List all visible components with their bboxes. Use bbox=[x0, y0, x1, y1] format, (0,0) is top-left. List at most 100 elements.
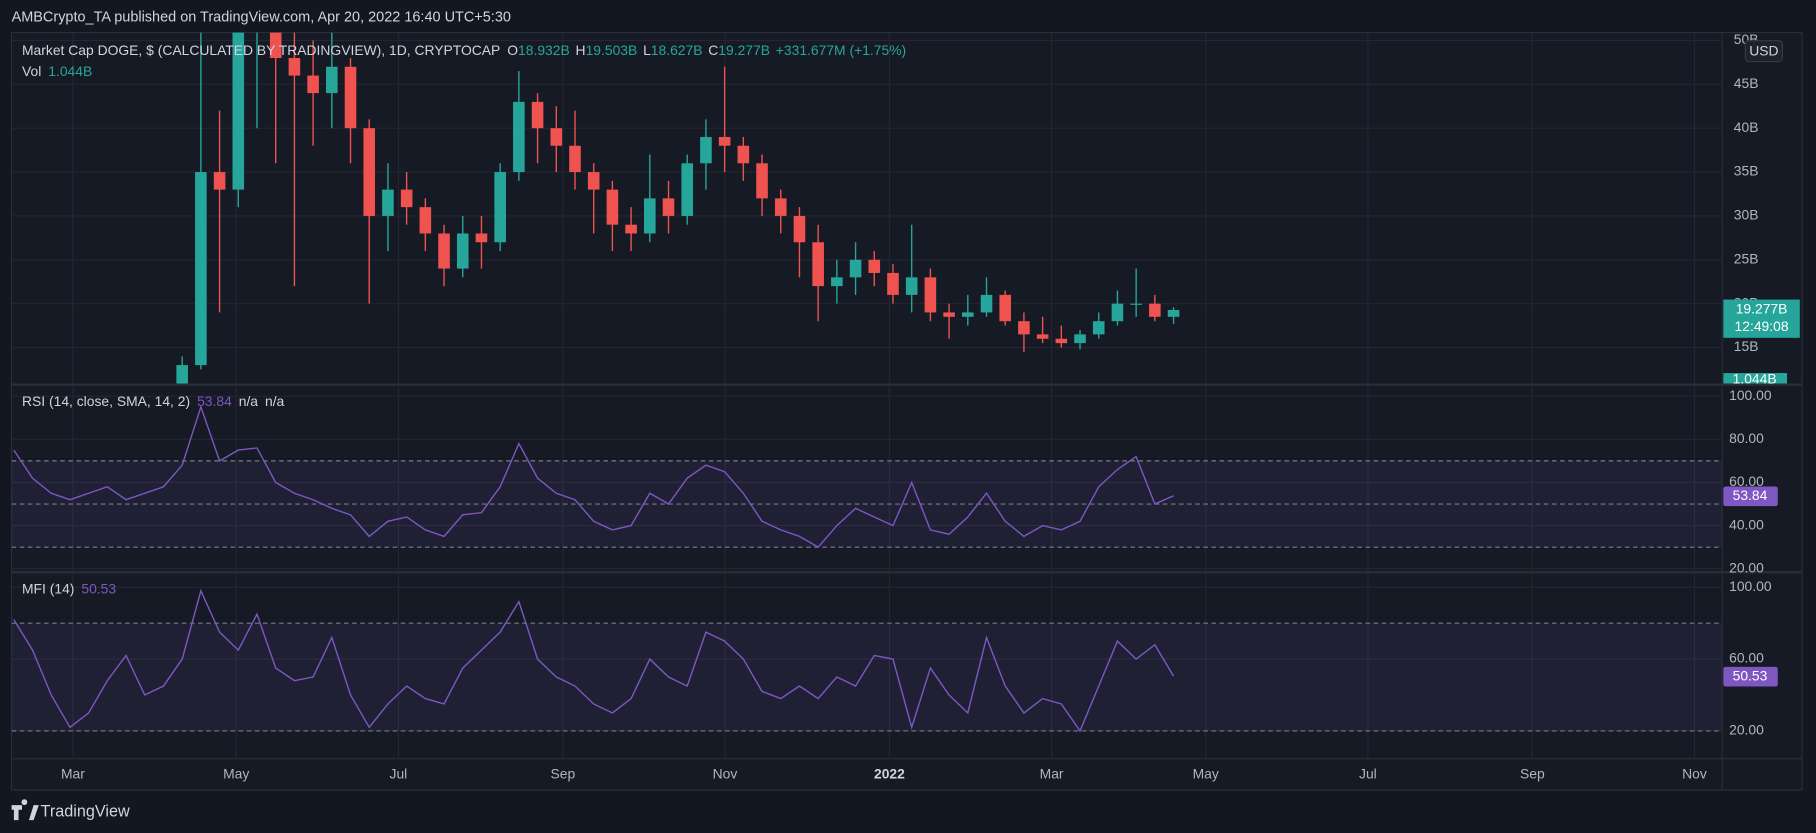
candle-body bbox=[980, 294, 993, 313]
x-tick-label: Nov bbox=[713, 766, 738, 782]
candle-body bbox=[213, 172, 226, 190]
candle-body bbox=[812, 242, 824, 287]
indicator-line bbox=[13, 588, 1175, 733]
y-tick-label: 60.00 bbox=[1729, 650, 1764, 666]
candle-body bbox=[344, 66, 357, 129]
volume-legend-label: Vol bbox=[22, 63, 41, 79]
indicator-value: 50.53 bbox=[81, 580, 116, 596]
candle-body bbox=[999, 294, 1012, 322]
candle-body bbox=[1074, 334, 1086, 344]
candle-body bbox=[662, 198, 675, 216]
legend-field-value: 19.277B bbox=[718, 42, 770, 58]
candle-body bbox=[887, 272, 899, 295]
candle-body bbox=[1036, 334, 1049, 339]
candle-body bbox=[438, 233, 450, 269]
logo-mark bbox=[11, 799, 39, 821]
candle-body bbox=[1167, 310, 1180, 317]
grid bbox=[11, 32, 1723, 759]
legend-field-key: H bbox=[576, 42, 586, 58]
volume-legend: Vol 1.044B bbox=[22, 63, 92, 79]
candle-body bbox=[962, 312, 974, 317]
candle-body bbox=[718, 136, 731, 146]
footer-logo bbox=[11, 799, 39, 821]
y-tick-label: 80.00 bbox=[1729, 430, 1764, 446]
legend-field-key: L bbox=[643, 42, 651, 58]
candle-body bbox=[625, 224, 637, 234]
candle-body bbox=[363, 128, 376, 216]
publish-header: AMBCrypto_TA published on TradingView.co… bbox=[12, 9, 511, 25]
x-tick-label: 2022 bbox=[874, 766, 905, 782]
candle-body bbox=[569, 145, 581, 173]
indicator-value: 53.84 bbox=[197, 393, 232, 409]
volume-legend-value: 1.044B bbox=[48, 63, 92, 79]
volume-tag bbox=[1723, 373, 1788, 384]
indicator-tag-value: 50.53 bbox=[1733, 667, 1768, 683]
indicator-legend: MFI (14) 50.53 bbox=[22, 580, 116, 596]
indicator-legend: RSI (14, close, SMA, 14, 2) 53.84 n/a n/a bbox=[22, 393, 285, 409]
candle-body bbox=[475, 233, 488, 243]
candle-body bbox=[456, 233, 469, 269]
x-tick-label: Sep bbox=[550, 766, 575, 782]
y-tick-label: 40.00 bbox=[1729, 516, 1764, 532]
candle-body bbox=[868, 259, 881, 273]
pane-1 bbox=[11, 404, 1723, 549]
candle-body bbox=[232, 32, 245, 190]
candle-body bbox=[400, 189, 413, 208]
currency-label[interactable]: USD bbox=[1749, 42, 1778, 58]
candle-body bbox=[606, 189, 619, 225]
candle-body bbox=[924, 277, 937, 313]
indicator-tag bbox=[1723, 486, 1778, 507]
y-tick-label: 100.00 bbox=[1729, 578, 1772, 594]
y-tick-label: 25B bbox=[1734, 250, 1759, 266]
level-band bbox=[11, 623, 1723, 731]
candle-body bbox=[905, 277, 918, 295]
indicator-tag bbox=[1723, 666, 1778, 687]
candle-body bbox=[587, 172, 600, 190]
candle-body bbox=[382, 189, 394, 216]
candle-body bbox=[700, 136, 712, 164]
candle-body bbox=[513, 101, 525, 173]
candle-body bbox=[419, 207, 432, 234]
candle-body bbox=[644, 198, 656, 234]
candle-body bbox=[1092, 321, 1105, 335]
legend-field-value: 18.627B bbox=[651, 42, 703, 58]
y-tick-label: 35B bbox=[1734, 163, 1759, 179]
footer-brand: TradingView bbox=[41, 802, 130, 820]
legend-field-key: C bbox=[708, 42, 718, 58]
candle-body bbox=[307, 75, 319, 94]
legend-field-value: 18.932B bbox=[518, 42, 570, 58]
candle-body bbox=[831, 277, 843, 287]
y-tick-label: 20.00 bbox=[1729, 722, 1764, 738]
chart-frame bbox=[11, 31, 1803, 791]
indicator-legend-value: n/a bbox=[265, 393, 285, 409]
candle-body bbox=[681, 163, 694, 216]
candle-body bbox=[943, 312, 955, 317]
candle-body bbox=[774, 198, 787, 216]
x-tick-label: May bbox=[1193, 766, 1219, 782]
x-tick-label: Mar bbox=[61, 766, 85, 782]
legend-field-key: O bbox=[507, 42, 518, 58]
candle-body bbox=[531, 101, 544, 129]
x-tick-label: Jul bbox=[390, 766, 408, 782]
candle-body bbox=[288, 58, 301, 76]
price-tag-value: 19.277B bbox=[1736, 301, 1788, 317]
currency-button[interactable] bbox=[1744, 40, 1783, 63]
x-tick-label: May bbox=[223, 766, 249, 782]
x-tick-label: Nov bbox=[1682, 766, 1707, 782]
candle-body bbox=[550, 128, 563, 146]
y-tick-label: 100.00 bbox=[1729, 387, 1772, 403]
candle-body bbox=[176, 365, 188, 384]
y-tick-label: 30B bbox=[1734, 207, 1759, 223]
marks bbox=[11, 32, 1723, 733]
indicator-tag-value: 53.84 bbox=[1733, 487, 1768, 503]
price-tag-countdown: 12:49:08 bbox=[1735, 318, 1789, 334]
x-tick-label: Sep bbox=[1520, 766, 1545, 782]
candle-body bbox=[269, 32, 282, 59]
x-tick-label: Mar bbox=[1040, 766, 1064, 782]
y-tick-label: 60.00 bbox=[1729, 473, 1764, 489]
candle-body bbox=[326, 66, 338, 94]
legend-field-value: 19.503B bbox=[586, 42, 638, 58]
indicator-legend-value: n/a bbox=[239, 393, 259, 409]
candle-body bbox=[494, 172, 506, 243]
